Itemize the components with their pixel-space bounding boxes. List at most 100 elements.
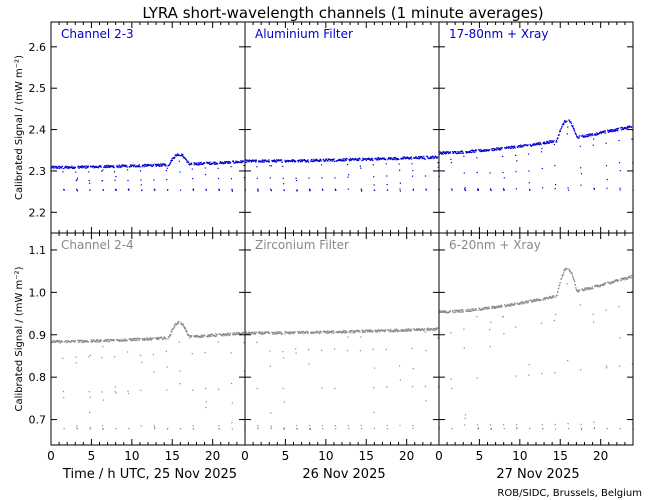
data-point [510, 147, 513, 149]
data-point [395, 158, 397, 160]
data-point [442, 310, 444, 312]
data-point [353, 159, 355, 161]
x-tick-label: 10 [124, 449, 139, 463]
data-point [535, 142, 537, 144]
data-point [463, 155, 465, 157]
data-point [192, 189, 195, 191]
data-point [473, 149, 475, 152]
data-point [91, 341, 93, 343]
data-point [563, 269, 565, 272]
data-point [513, 145, 515, 147]
data-point [567, 126, 569, 128]
data-point [441, 153, 443, 155]
data-point [364, 331, 366, 333]
data-point [165, 163, 167, 165]
data-point [200, 163, 202, 165]
data-point [243, 177, 245, 179]
data-point [106, 166, 108, 168]
data-point [254, 160, 256, 162]
data-point [556, 141, 558, 143]
data-point [346, 350, 349, 352]
data-point [575, 133, 577, 135]
data-point [64, 166, 66, 169]
data-point [511, 302, 513, 304]
data-point [606, 187, 608, 189]
data-point [220, 162, 222, 164]
data-point [217, 388, 220, 390]
data-point [298, 160, 300, 162]
data-point [431, 157, 433, 160]
data-point [606, 428, 608, 430]
data-point [449, 151, 452, 153]
data-point [153, 425, 155, 427]
data-point [79, 166, 81, 168]
data-point [283, 427, 285, 429]
data-point [556, 294, 558, 296]
data-point [232, 160, 235, 163]
data-point [129, 338, 131, 340]
data-point [603, 132, 605, 134]
data-point [568, 269, 570, 271]
data-point [567, 360, 569, 362]
data-point [369, 329, 372, 331]
data-point [308, 188, 311, 190]
data-point [115, 189, 117, 191]
y-tick-label: 2.2 [29, 206, 47, 219]
data-point [224, 162, 226, 164]
data-point [98, 341, 100, 343]
data-point [66, 166, 68, 168]
data-point [237, 334, 239, 336]
data-point [130, 164, 132, 166]
data-point [249, 159, 251, 161]
data-point [481, 309, 483, 311]
data-point [551, 140, 553, 142]
data-point [399, 169, 401, 171]
data-point [611, 282, 613, 284]
data-point [83, 340, 85, 342]
data-point [360, 336, 362, 338]
series-points-channel-2-4 [51, 321, 246, 430]
data-point [95, 165, 98, 167]
data-point [219, 333, 222, 335]
data-point [128, 189, 130, 191]
data-point [524, 301, 526, 303]
data-point [553, 296, 555, 298]
panel-frame [244, 232, 440, 446]
data-point [72, 167, 74, 169]
data-point [318, 332, 320, 334]
data-point [603, 284, 605, 286]
data-point [427, 156, 429, 158]
data-point [385, 348, 387, 350]
data-point [69, 166, 71, 168]
data-point [283, 428, 285, 430]
data-point [631, 138, 633, 140]
data-point [585, 289, 587, 291]
data-point [459, 311, 461, 313]
data-point [412, 427, 414, 429]
data-point [451, 387, 453, 390]
data-point [142, 164, 144, 166]
data-point [555, 313, 557, 316]
data-point [77, 339, 79, 341]
data-point [92, 340, 94, 342]
data-point [177, 153, 179, 155]
data-point [377, 159, 379, 161]
data-point [214, 163, 216, 165]
data-point [515, 171, 517, 173]
data-point [457, 152, 459, 154]
data-point [227, 162, 229, 164]
data-point [418, 158, 420, 160]
data-point [257, 332, 260, 334]
data-point [112, 166, 114, 168]
data-point [424, 158, 426, 160]
data-point [416, 328, 418, 330]
data-point [284, 331, 286, 333]
data-point [103, 340, 106, 343]
data-point [329, 332, 331, 334]
data-point [424, 328, 426, 330]
data-point [331, 332, 333, 334]
data-point [104, 339, 106, 341]
data-point [192, 428, 195, 430]
data-point [137, 165, 140, 167]
data-point [595, 285, 597, 287]
